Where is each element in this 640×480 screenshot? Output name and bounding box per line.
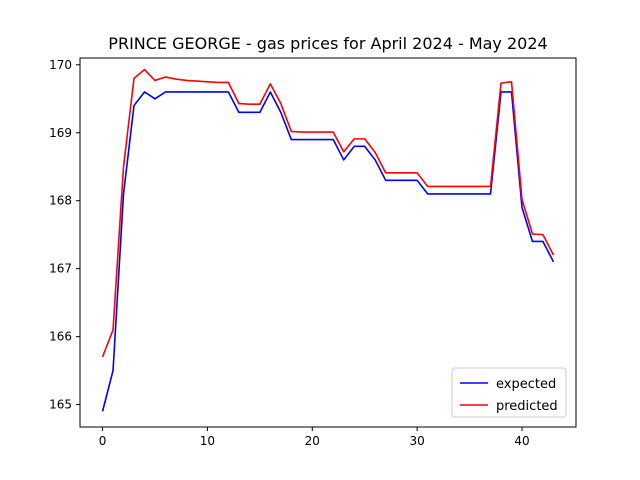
y-tick-label: 169 xyxy=(49,126,72,140)
plot-frame xyxy=(79,57,577,428)
series-line-predicted xyxy=(101,68,555,358)
chart-title: PRINCE GEORGE - gas prices for April 202… xyxy=(108,34,547,53)
y-tick-label: 170 xyxy=(49,58,72,72)
x-tick-label: 40 xyxy=(514,434,529,448)
legend-label-expected: expected xyxy=(496,377,556,392)
legend: expected predicted xyxy=(451,367,567,418)
x-tick-label: 30 xyxy=(409,434,424,448)
x-axis: 0 10 20 30 40 xyxy=(99,427,530,448)
y-tick-label: 165 xyxy=(49,398,72,412)
y-tick-label: 168 xyxy=(49,194,72,208)
y-tick-label: 166 xyxy=(49,330,72,344)
y-tick-label: 167 xyxy=(49,262,72,276)
plot-lines xyxy=(101,68,555,412)
legend-label-predicted: predicted xyxy=(496,399,558,414)
x-tick-label: 20 xyxy=(305,434,320,448)
series-line-expected xyxy=(101,91,555,412)
x-tick-label: 10 xyxy=(200,434,215,448)
y-axis: 165 166 167 168 169 170 xyxy=(49,58,80,412)
x-tick-label: 0 xyxy=(99,434,107,448)
